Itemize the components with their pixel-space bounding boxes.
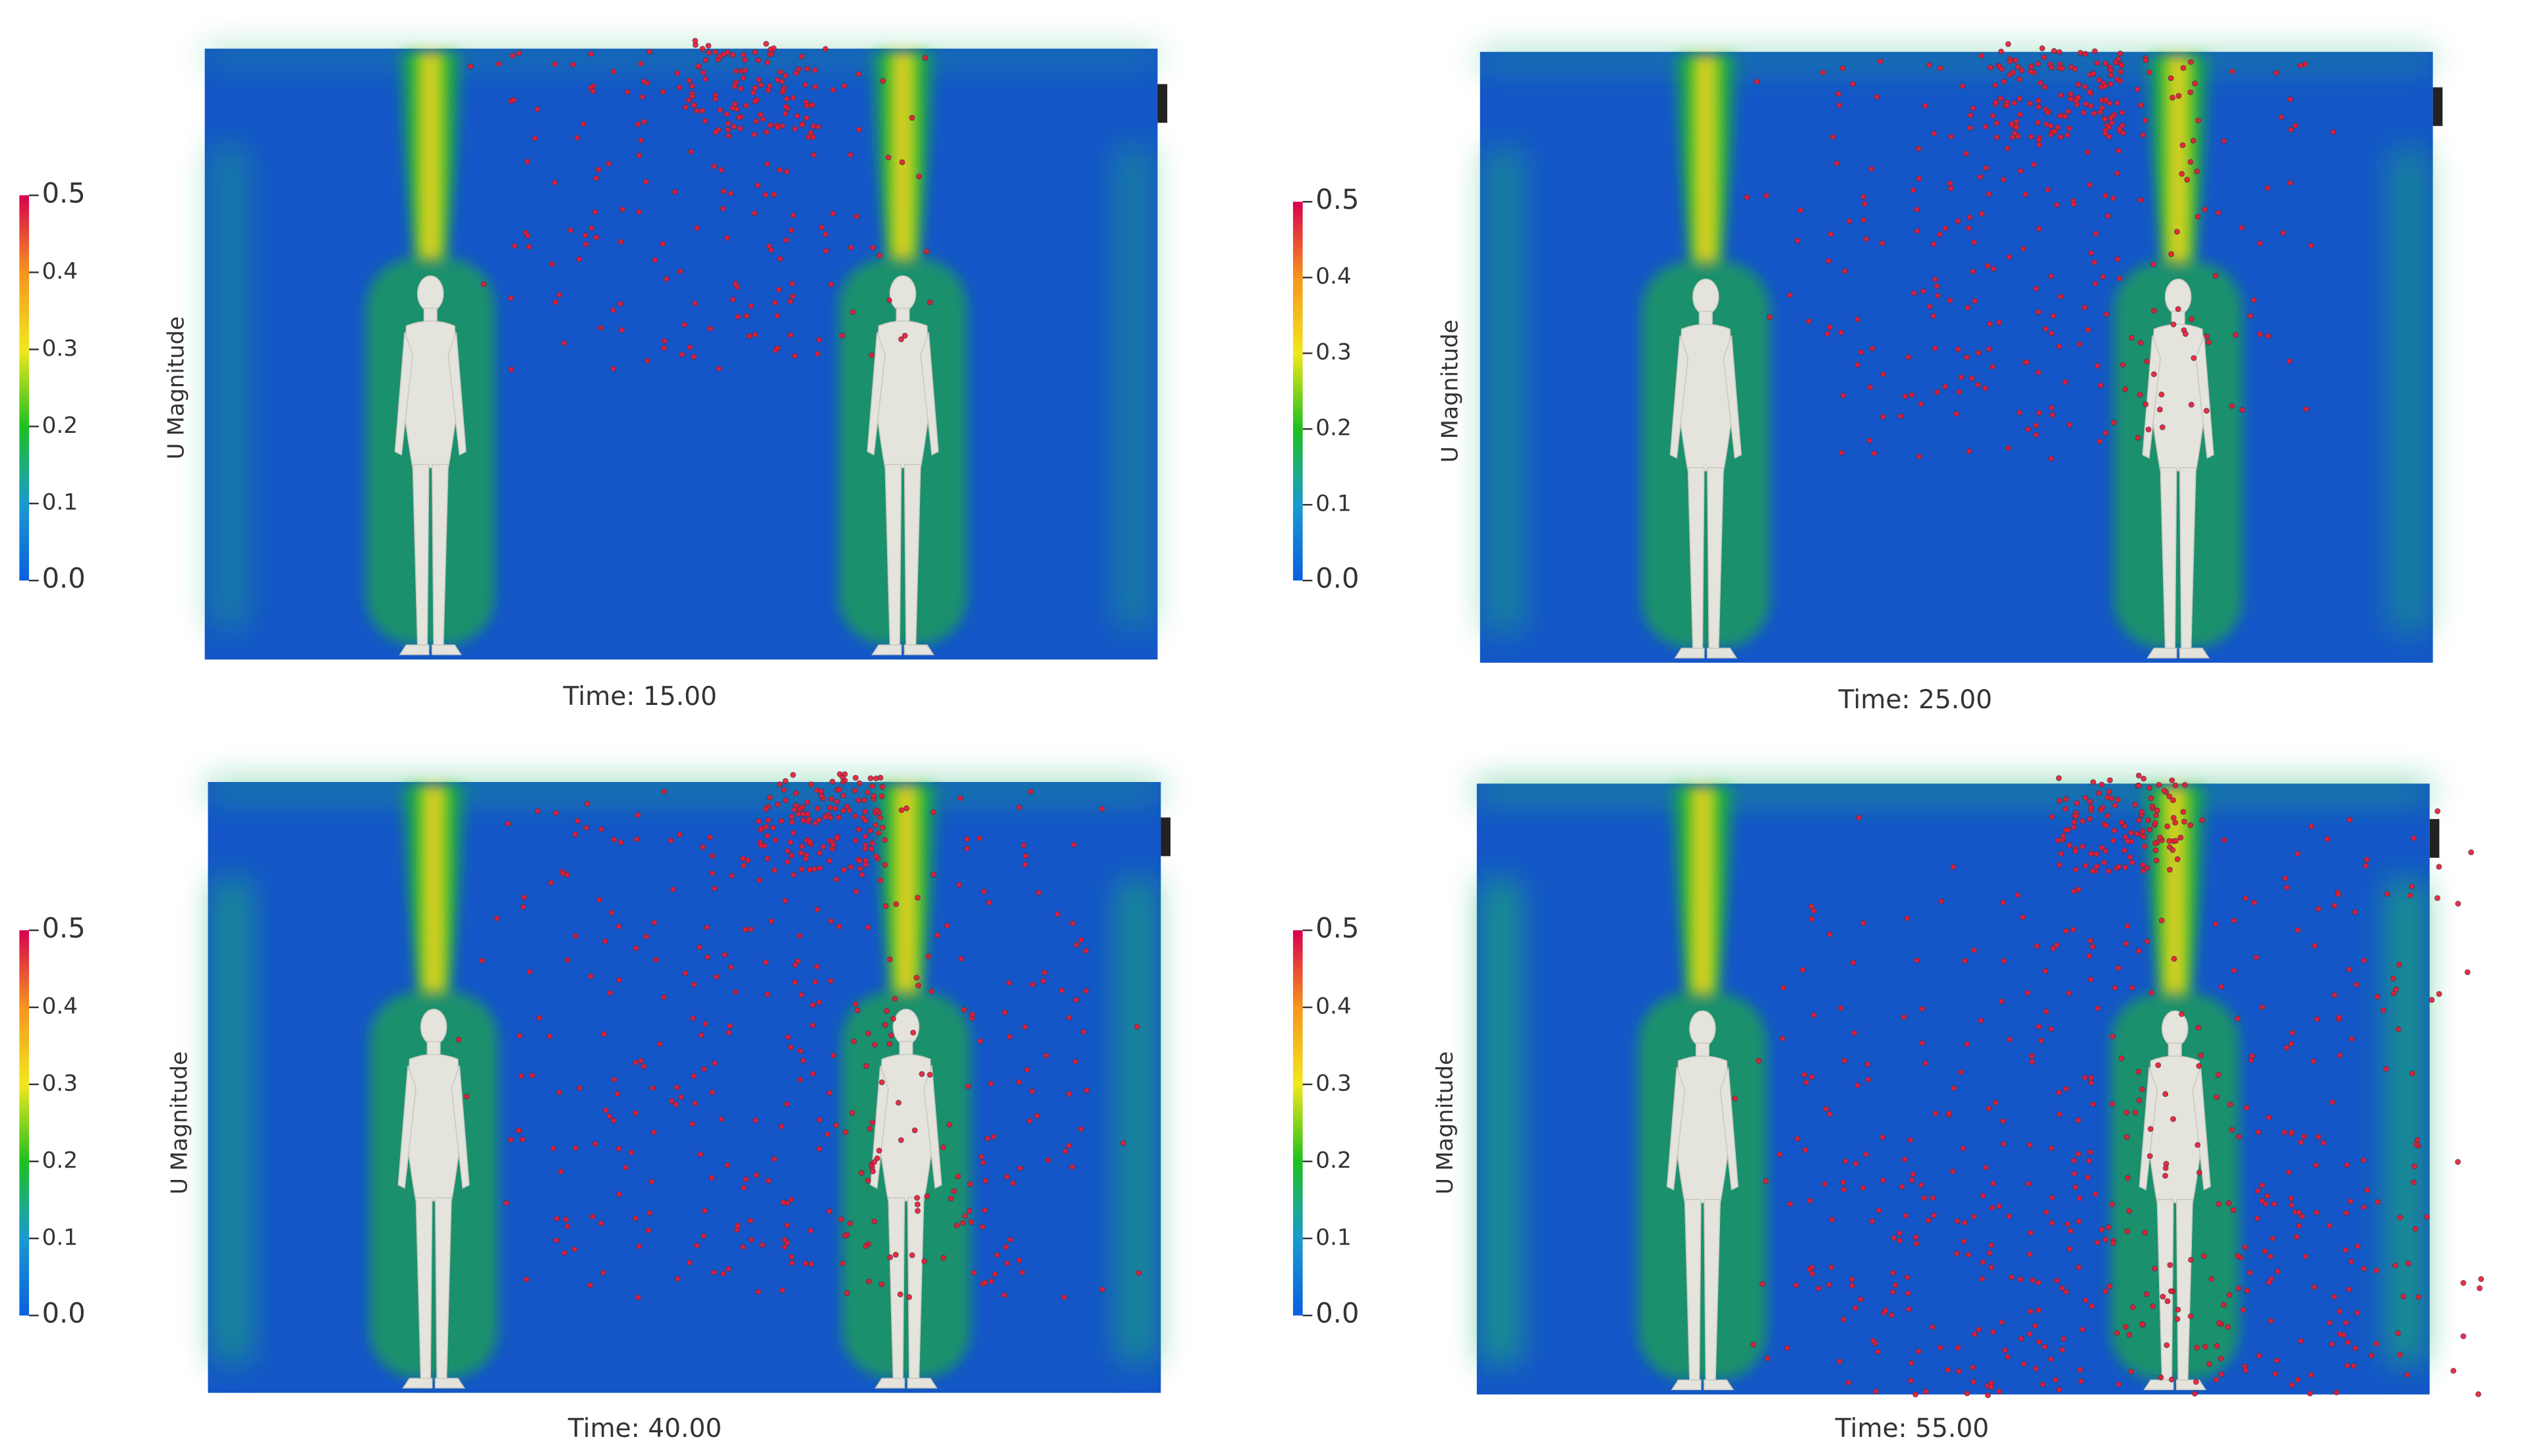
colorbar-tick-label: 0.0 [1315, 562, 1359, 594]
colorbar-tick-label: 0.1 [1315, 491, 1351, 517]
time-label: Time: 40.00 [567, 1414, 722, 1443]
simulation-panel: 0.0 0.1 0.2 0.3 0.4 0.5 U Magnitude Time: 55.00 [1293, 772, 2485, 1443]
colorbar-tick-label: 0.1 [1315, 1224, 1351, 1250]
colorbar-tick-label: 0.4 [1315, 993, 1351, 1019]
domain-outlet [1161, 817, 1171, 856]
wall-glow [1476, 783, 2430, 1364]
time-label: Time: 55.00 [1835, 1414, 1989, 1443]
colorbar [19, 930, 30, 1316]
colorbar-tick-label: 0.2 [1315, 415, 1351, 441]
wall-glow [1479, 51, 2433, 632]
colorbar [1293, 930, 1303, 1316]
domain-outlet [2429, 819, 2440, 858]
colorbar-title: U Magnitude [1437, 320, 1463, 462]
colorbar-tick-label: 0.0 [42, 562, 86, 594]
colorbar-tick-label: 0.2 [1315, 1147, 1351, 1173]
colorbar-title: U Magnitude [1432, 1051, 1458, 1194]
domain-outlet [1157, 84, 1168, 123]
colorbar-tick-label: 0.4 [1315, 264, 1351, 290]
simulation-panel: 0.0 0.1 0.2 0.3 0.4 0.5 U Magnitude Time: 40.00 [19, 771, 1171, 1443]
colorbar-tick-label: 0.2 [42, 1147, 78, 1173]
colorbar-tick-label: 0.4 [42, 993, 78, 1019]
colorbar-tick-label: 0.0 [42, 1297, 86, 1330]
simulation-panel: 0.0 0.1 0.2 0.3 0.4 0.5 U Magnitude Time: 15.00 [19, 38, 1168, 712]
colorbar [1293, 202, 1303, 581]
colorbar-tick-label: 0.3 [42, 335, 78, 362]
simulation-panel: 0.0 0.1 0.2 0.3 0.4 0.5 U Magnitude Time: 25.00 [1293, 41, 2443, 715]
colorbar-tick-label: 0.3 [1315, 339, 1351, 366]
colorbar-tick-label: 0.3 [1315, 1070, 1351, 1096]
particles [1732, 772, 2485, 1399]
wall-glow [208, 781, 1161, 1362]
colorbar-title: U Magnitude [166, 1051, 192, 1194]
time-label: Time: 15.00 [563, 682, 717, 712]
wall-glow [204, 48, 1158, 629]
colorbar-tick-label: 0.5 [1315, 912, 1359, 944]
colorbar [19, 195, 30, 581]
particles [455, 771, 1142, 1301]
time-label: Time: 25.00 [1838, 685, 1992, 715]
colorbar-tick-label: 0.1 [42, 490, 78, 516]
colorbar-tick-label: 0.2 [42, 412, 78, 439]
domain [208, 781, 1161, 1393]
particles [1744, 41, 2336, 462]
particles [467, 38, 933, 373]
colorbar-tick-label: 0.5 [1315, 183, 1359, 215]
domain [1479, 51, 2433, 663]
colorbar-tick-label: 0.5 [42, 912, 86, 944]
colorbar-tick-label: 0.4 [42, 258, 78, 285]
colorbar-title: U Magnitude [163, 316, 190, 459]
colorbar-tick-label: 0.0 [1315, 1297, 1359, 1330]
colorbar-tick-label: 0.5 [42, 177, 86, 209]
colorbar-tick-label: 0.1 [42, 1224, 78, 1250]
domain-outlet [2432, 87, 2443, 126]
colorbar-tick-label: 0.3 [42, 1070, 78, 1096]
